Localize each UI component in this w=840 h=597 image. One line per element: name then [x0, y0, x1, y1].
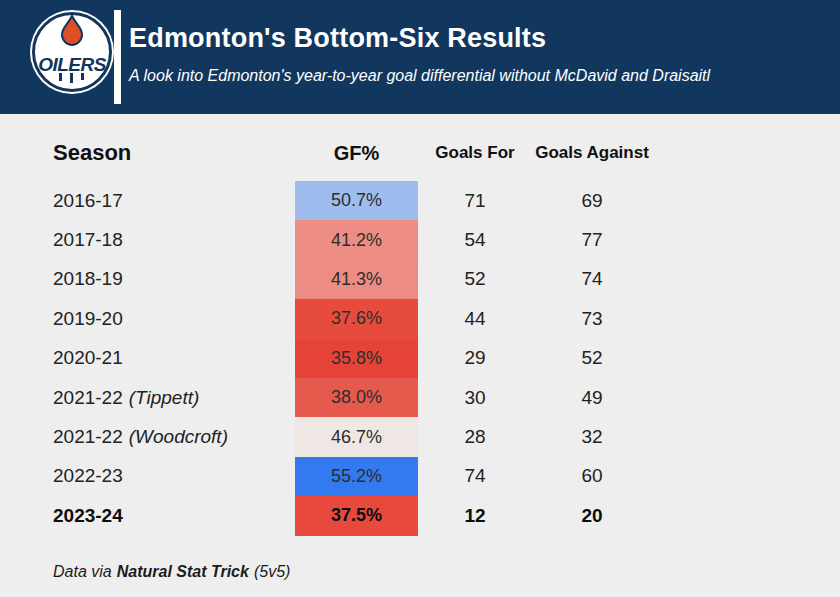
- table-row: 2021-22 (Tippett) 38.0% 30 49: [0, 378, 840, 417]
- footer-prefix: Data via: [53, 563, 112, 581]
- season-label: 2020-21: [53, 347, 123, 368]
- goals-against-value: 73: [532, 308, 652, 330]
- gf-percent-cell: 38.0%: [295, 378, 418, 417]
- season-label: 2017-18: [53, 229, 123, 250]
- season-label: 2021-22: [53, 426, 123, 447]
- goals-against-value: 49: [532, 387, 652, 409]
- header: OILERS Edmonton's Bottom-Six Results A l…: [0, 0, 840, 114]
- goals-for-value: 44: [418, 308, 532, 330]
- gf-percent-cell: 41.2%: [295, 220, 418, 259]
- table-row: 2022-23 55.2% 74 60: [0, 457, 840, 496]
- season-label: 2023-24: [53, 505, 123, 526]
- table-row: 2023-24 37.5% 12 20: [0, 496, 840, 535]
- gf-percent-cell: 41.3%: [295, 260, 418, 299]
- table-row: 2018-19 41.3% 52 74: [0, 260, 840, 299]
- gf-percent-cell: 35.8%: [295, 339, 418, 378]
- footer: Data via Natural Stat Trick (5v5): [53, 563, 840, 581]
- header-titles: Edmonton's Bottom-Six Results A look int…: [129, 23, 710, 85]
- goals-for-value: 71: [418, 190, 532, 212]
- table-header-row: Season GF% Goals For Goals Against: [0, 125, 840, 181]
- goals-for-value: 28: [418, 426, 532, 448]
- gf-percent-cell: 50.7%: [295, 181, 418, 220]
- season-label: 2022-23: [53, 465, 123, 486]
- goals-for-value: 52: [418, 268, 532, 290]
- season-label: 2021-22: [53, 387, 123, 408]
- goals-against-value: 32: [532, 426, 652, 448]
- oilers-logo-graphic: OILERS: [29, 9, 115, 95]
- column-header-goals-against: Goals Against: [532, 143, 652, 163]
- goals-for-value: 54: [418, 229, 532, 251]
- gf-percent-cell: 55.2%: [295, 457, 418, 496]
- goals-for-value: 29: [418, 347, 532, 369]
- gf-percent-cell: 37.6%: [295, 299, 418, 338]
- table-row: 2017-18 41.2% 54 77: [0, 220, 840, 259]
- goals-against-value: 52: [532, 347, 652, 369]
- goals-for-value: 74: [418, 465, 532, 487]
- goals-for-value: 12: [418, 505, 532, 527]
- season-note: (Tippett): [129, 387, 200, 408]
- goals-against-value: 74: [532, 268, 652, 290]
- footer-suffix: (5v5): [254, 563, 290, 581]
- goals-against-value: 77: [532, 229, 652, 251]
- season-label: 2018-19: [53, 268, 123, 289]
- table-row: 2020-21 35.8% 29 52: [0, 339, 840, 378]
- logo-wordmark: OILERS: [38, 54, 107, 75]
- goals-against-value: 20: [532, 505, 652, 527]
- season-note: (Woodcroft): [129, 426, 228, 447]
- table-row: 2019-20 37.6% 44 73: [0, 299, 840, 338]
- oilers-logo: OILERS: [29, 9, 115, 95]
- gf-percent-cell: 46.7%: [295, 417, 418, 456]
- table-row: 2016-17 50.7% 71 69: [0, 181, 840, 220]
- goals-against-value: 69: [532, 190, 652, 212]
- season-label: 2016-17: [53, 190, 123, 211]
- page-subtitle: A look into Edmonton's year-to-year goal…: [129, 67, 710, 85]
- header-divider: [114, 10, 121, 104]
- goals-against-value: 60: [532, 465, 652, 487]
- goals-for-value: 30: [418, 387, 532, 409]
- results-table: Season GF% Goals For Goals Against 2016-…: [0, 125, 840, 536]
- season-label: 2019-20: [53, 308, 123, 329]
- page-title: Edmonton's Bottom-Six Results: [129, 23, 710, 54]
- column-header-goals-for: Goals For: [418, 143, 532, 163]
- infographic-page: OILERS Edmonton's Bottom-Six Results A l…: [0, 0, 840, 597]
- footer-source: Natural Stat Trick: [117, 563, 249, 581]
- column-header-gf-percent: GF%: [295, 142, 418, 165]
- table-row: 2021-22 (Woodcroft) 46.7% 28 32: [0, 417, 840, 456]
- column-header-season: Season: [0, 140, 295, 166]
- gf-percent-cell: 37.5%: [295, 496, 418, 535]
- table-body: 2016-17 50.7% 71 69 2017-18 41.2% 54 77 …: [0, 181, 840, 536]
